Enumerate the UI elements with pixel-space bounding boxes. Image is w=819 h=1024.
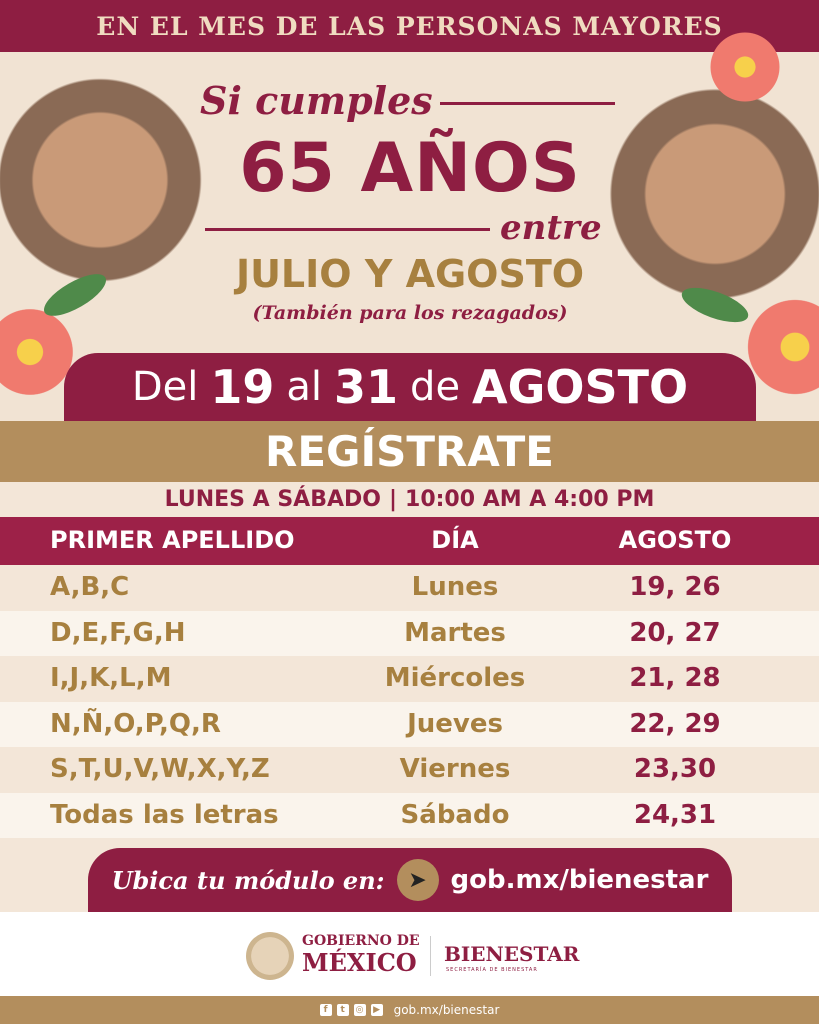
day: Sábado bbox=[400, 799, 510, 830]
bottom-bar: f t ◎ ▶ gob.mx/bienestar bbox=[0, 996, 819, 1024]
letters: D,E,F,G,H bbox=[50, 617, 186, 648]
table-row: N,Ñ,O,P,Q,R Jueves 22, 29 bbox=[0, 701, 819, 747]
table-row: S,T,U,V,W,X,Y,Z Viernes 23,30 bbox=[0, 747, 819, 793]
register-banner: REGÍSTRATE bbox=[0, 421, 819, 482]
text: Del bbox=[131, 364, 199, 410]
headline-months: JULIO Y AGOSTO bbox=[235, 252, 585, 296]
table-row: D,E,F,G,H Martes 20, 27 bbox=[0, 610, 819, 656]
letters: I,J,K,L,M bbox=[50, 663, 172, 693]
flower-decoration bbox=[700, 32, 790, 102]
banner-title: EN EL MES DE LAS PERSONAS MAYORES bbox=[96, 11, 723, 41]
day: Lunes bbox=[411, 572, 499, 602]
locate-label: Ubica tu módulo en: bbox=[111, 865, 385, 895]
facebook-icon[interactable]: f bbox=[319, 1004, 332, 1016]
cursor-icon: ➤ bbox=[396, 859, 439, 901]
schedule-hours: 10:00 AM A 4:00 PM bbox=[405, 487, 655, 512]
headline-entre: entre bbox=[500, 208, 602, 248]
gob-line2: MÉXICO bbox=[302, 948, 417, 977]
date-range-banner: Del 19 al 31 de AGOSTO bbox=[64, 353, 756, 421]
schedule-table: A,B,C Lunes 19, 26 D,E,F,G,H Martes 20, 27 I… bbox=[0, 565, 819, 838]
twitter-icon[interactable]: t bbox=[336, 1004, 349, 1016]
dates: 22, 29 bbox=[629, 708, 721, 739]
day: Miércoles bbox=[384, 663, 526, 693]
gobierno-logo: GOBIERNO DE MÉXICO bbox=[302, 934, 420, 975]
schedule-days: LUNES A SÁBADO bbox=[164, 487, 381, 512]
end-day: 31 bbox=[334, 360, 399, 414]
table-header: PRIMER APELLIDO DÍA AGOSTO bbox=[0, 517, 819, 565]
letters: N,Ñ,O,P,Q,R bbox=[50, 708, 221, 739]
table-row: I,J,K,L,M Miércoles 21, 28 bbox=[0, 656, 819, 702]
headline-note: (También para los rezagados) bbox=[252, 302, 568, 324]
letters: A,B,C bbox=[50, 572, 130, 602]
footer-logos: GOBIERNO DE MÉXICO BIENESTAR SECRETARÍA D… bbox=[0, 912, 819, 996]
month: AGOSTO bbox=[472, 360, 689, 414]
secretaria-text: SECRETARÍA DE BIENESTAR bbox=[446, 967, 538, 973]
schedule: LUNES A SÁBADO | 10:00 AM A 4:00 PM bbox=[0, 482, 819, 517]
dates: 23,30 bbox=[633, 754, 717, 784]
letters: S,T,U,V,W,X,Y,Z bbox=[50, 754, 270, 784]
day: Jueves bbox=[407, 708, 503, 739]
header-day: DÍA bbox=[431, 526, 479, 554]
text: de bbox=[410, 364, 461, 410]
bienestar-logo: BIENESTAR bbox=[444, 942, 580, 966]
header-surname: PRIMER APELLIDO bbox=[50, 526, 295, 554]
dates: 19, 26 bbox=[629, 572, 721, 602]
day: Viernes bbox=[399, 754, 511, 784]
divider bbox=[430, 936, 431, 976]
gob-line1: GOBIERNO DE bbox=[302, 933, 420, 949]
text: al bbox=[286, 364, 323, 410]
locate-link[interactable]: gob.mx/bienestar bbox=[450, 865, 709, 895]
divider bbox=[440, 102, 615, 105]
headline-age: 65 AÑOS bbox=[239, 129, 581, 208]
day: Martes bbox=[404, 617, 506, 648]
letters: Todas las letras bbox=[50, 799, 279, 830]
dates: 20, 27 bbox=[629, 617, 721, 648]
header-august: AGOSTO bbox=[618, 526, 732, 554]
divider bbox=[205, 228, 490, 231]
youtube-icon[interactable]: ▶ bbox=[370, 1004, 383, 1016]
table-row: Todas las letras Sábado 24,31 bbox=[0, 792, 819, 838]
table-row: A,B,C Lunes 19, 26 bbox=[0, 565, 819, 611]
start-day: 19 bbox=[210, 360, 275, 414]
top-banner: EN EL MES DE LAS PERSONAS MAYORES bbox=[0, 0, 819, 52]
instagram-icon[interactable]: ◎ bbox=[353, 1004, 366, 1016]
national-seal-icon bbox=[246, 932, 294, 980]
register-title: REGÍSTRATE bbox=[265, 427, 554, 476]
dates: 21, 28 bbox=[629, 663, 721, 693]
dates: 24,31 bbox=[633, 799, 717, 830]
separator: | bbox=[388, 487, 398, 512]
headline-si-cumples: Si cumples bbox=[200, 78, 433, 123]
footer-url[interactable]: gob.mx/bienestar bbox=[393, 1003, 500, 1017]
locate-module-banner: Ubica tu módulo en: ➤ gob.mx/bienestar bbox=[88, 848, 732, 912]
